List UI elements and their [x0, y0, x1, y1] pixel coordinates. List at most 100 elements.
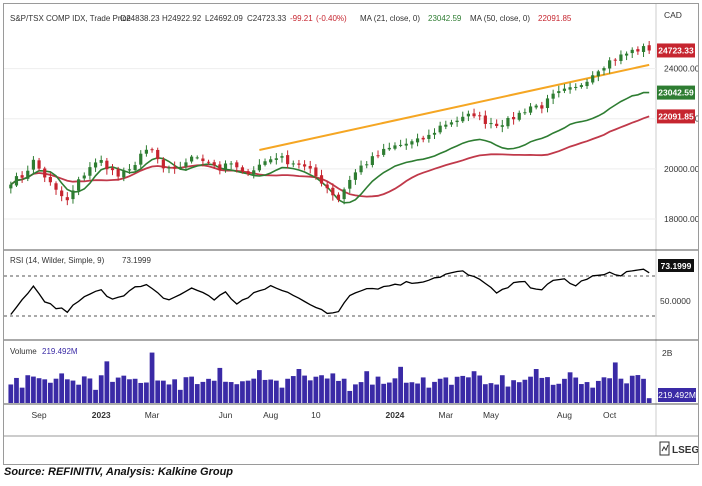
candle-body	[71, 190, 75, 200]
candle-body	[461, 116, 465, 122]
x-axis-label: Mar	[438, 410, 453, 420]
candle-body	[77, 179, 81, 191]
volume-bar	[460, 375, 466, 403]
x-axis-label: Jun	[219, 410, 233, 420]
rsi-value-tag: 73.1999	[661, 261, 692, 271]
chart-frame: S&P/TSX COMP IDX, Trade Price O24838.23 …	[3, 3, 700, 465]
candle-body	[331, 187, 335, 196]
volume-bar	[76, 384, 81, 403]
candle-body	[540, 105, 544, 109]
volume-bar	[211, 380, 217, 403]
volume-bar	[98, 375, 104, 403]
volume-bar	[240, 381, 245, 403]
candle-body	[415, 138, 420, 143]
volume-bar	[279, 387, 285, 403]
candle-body	[201, 158, 205, 162]
x-axis-label: Aug	[557, 410, 572, 420]
volume-bar	[144, 382, 149, 403]
volume-bar	[499, 375, 505, 403]
volume-bar	[14, 377, 19, 403]
trendline	[259, 63, 650, 152]
volume-bar	[375, 376, 381, 403]
candle-body	[630, 49, 634, 54]
candle-body	[127, 169, 132, 171]
source-caption: Source: REFINITIV, Analysis: Kalkine Gro…	[4, 466, 234, 478]
candle-body	[144, 149, 149, 154]
volume-bar	[228, 382, 234, 403]
candle-body	[122, 171, 126, 178]
x-axis-label: Aug	[263, 410, 278, 420]
volume-bar	[488, 383, 494, 403]
volume-bar	[539, 377, 545, 403]
x-axis-label: 10	[311, 410, 321, 420]
candle-body	[116, 169, 120, 177]
volume-bar	[324, 378, 330, 403]
candle-body	[269, 159, 273, 163]
volume-top-tick: 2B	[662, 348, 673, 358]
candle-body	[500, 125, 504, 127]
volume-bar	[426, 387, 432, 403]
volume-bar	[31, 376, 36, 403]
volume-bar	[595, 380, 601, 403]
x-axis-label: 2024	[386, 410, 405, 420]
price-tick-label: 24000.00	[664, 64, 698, 74]
candle-body	[562, 88, 567, 91]
chart-header-symbol: S&P/TSX COMP IDX, Trade Price	[10, 14, 131, 23]
volume-bar	[206, 378, 211, 403]
candle-body	[257, 164, 261, 171]
volume-bar	[545, 377, 550, 403]
candle-body	[449, 122, 454, 125]
candle-body	[246, 171, 250, 175]
volume-bar	[268, 379, 274, 403]
volume-bar	[364, 371, 370, 403]
candle-body	[472, 113, 476, 117]
x-axis-label: Oct	[603, 410, 617, 420]
volume-bar	[392, 378, 398, 403]
volume-bar	[550, 384, 556, 403]
rsi-label: RSI (14, Wilder, Simple, 9)	[10, 256, 105, 265]
volume-bar	[516, 382, 522, 403]
volume-bar	[42, 379, 48, 403]
lseg-logo-mark	[659, 441, 670, 456]
volume-bar	[477, 375, 483, 403]
price-tag-label: 23042.59	[658, 88, 694, 98]
candle-body	[189, 156, 194, 162]
candle-body	[314, 167, 318, 177]
candle-body	[636, 49, 640, 52]
lseg-logo: LSEG	[659, 441, 699, 456]
volume-bar	[420, 377, 426, 403]
candle-body	[43, 168, 47, 178]
volume-label: Volume	[10, 347, 37, 356]
volume-bar	[36, 378, 42, 403]
candle-body	[14, 176, 19, 186]
volume-bar	[251, 378, 257, 403]
lseg-logo-text: LSEG	[672, 445, 698, 456]
volume-bar	[121, 375, 127, 403]
volume-bar	[449, 384, 454, 403]
candle-body	[489, 123, 493, 125]
candle-body	[297, 163, 301, 165]
candle-body	[308, 165, 312, 169]
candle-body	[20, 175, 24, 178]
volume-bar	[533, 369, 539, 403]
volume-bar	[25, 375, 31, 403]
volume-bar	[110, 381, 115, 403]
candle-body	[88, 167, 92, 176]
candle-body	[167, 167, 171, 169]
volume-bar	[646, 398, 652, 403]
candle-body	[444, 124, 448, 127]
volume-bar	[149, 352, 155, 403]
ma50-label: MA (50, close, 0)	[470, 14, 530, 23]
price-tag-bg	[657, 43, 695, 58]
volume-bar	[257, 370, 262, 403]
candle-body	[37, 160, 41, 169]
price-tag-label: 24723.33	[658, 45, 694, 55]
volume-bar	[573, 377, 579, 403]
x-axis-label: May	[483, 410, 500, 420]
volume-bar	[59, 373, 65, 403]
candle-body	[534, 105, 538, 108]
volume-bar	[87, 378, 93, 403]
volume-bar	[358, 382, 364, 403]
rsi-value-tag-bg	[658, 259, 694, 272]
candle-body	[65, 197, 69, 201]
